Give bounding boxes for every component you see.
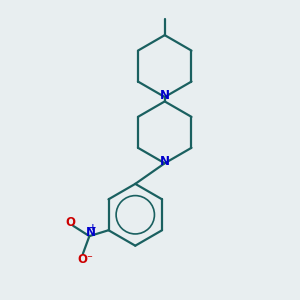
Text: ⁻: ⁻ <box>86 254 92 264</box>
Text: O: O <box>66 216 76 230</box>
Text: +: + <box>89 223 97 232</box>
Text: N: N <box>160 155 170 168</box>
Text: O: O <box>77 253 87 266</box>
Text: N: N <box>85 226 95 239</box>
Text: N: N <box>160 89 170 102</box>
